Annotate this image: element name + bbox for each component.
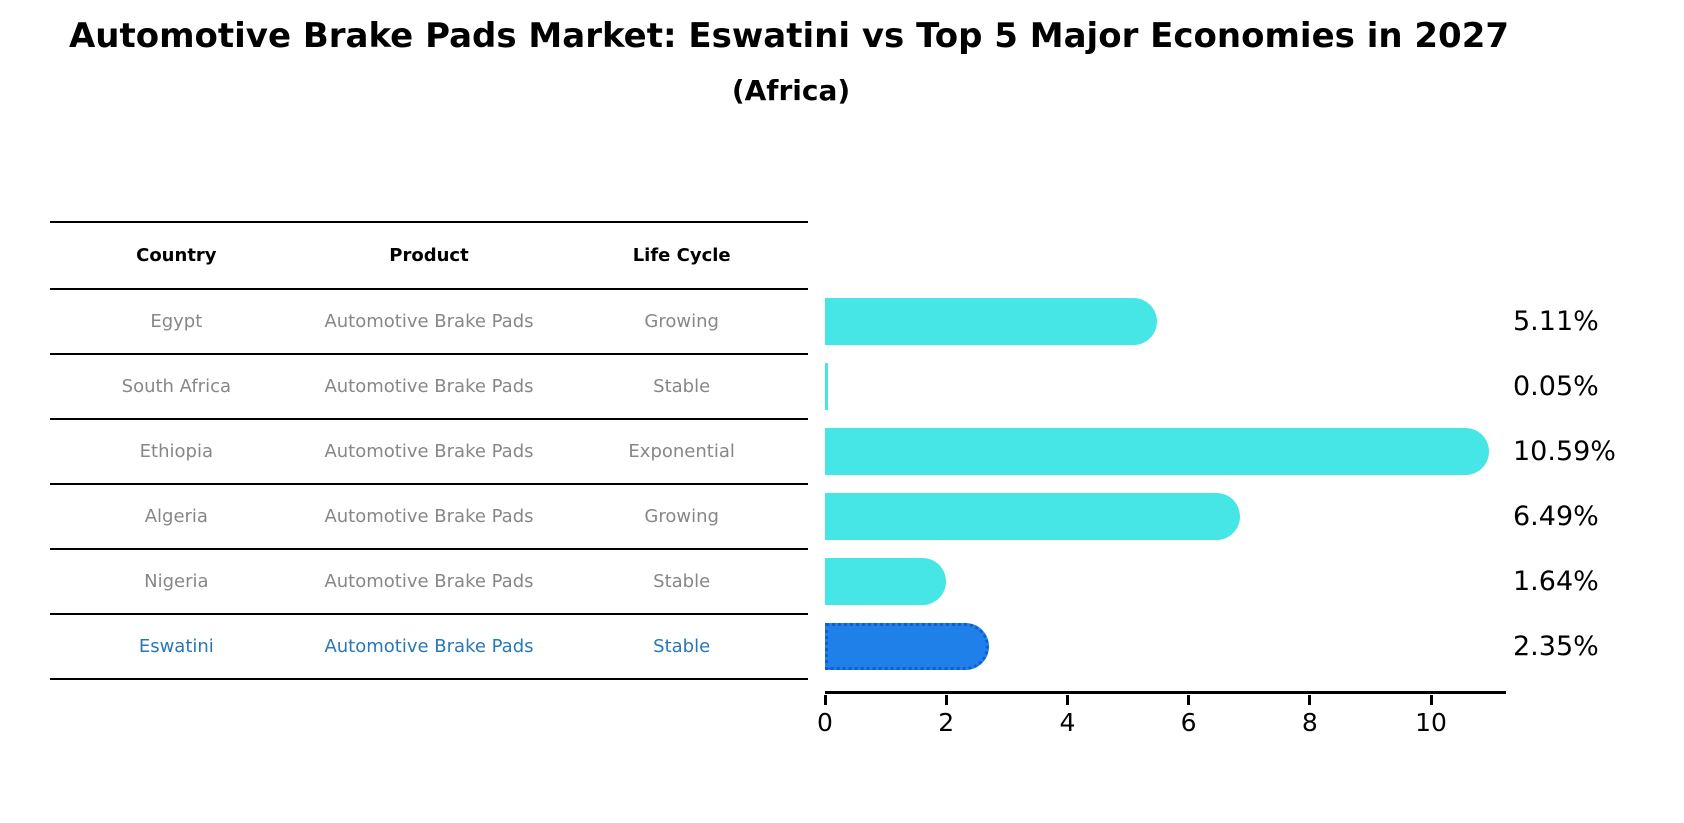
value-label-nigeria: 1.64% — [1513, 566, 1599, 597]
table-cell-country: Nigeria — [144, 571, 209, 592]
table-line — [50, 353, 808, 355]
bar-egypt — [825, 298, 1157, 345]
value-label-egypt: 5.11% — [1513, 306, 1599, 337]
table-cell-life-cycle: Exponential — [628, 441, 735, 462]
value-label-south-africa: 0.05% — [1513, 371, 1599, 402]
table-cell-life-cycle: Stable — [653, 376, 711, 397]
x-axis-tick — [1429, 695, 1433, 705]
table-header-life-cycle: Life Cycle — [632, 245, 731, 266]
table-cell-life-cycle: Stable — [653, 571, 711, 592]
table-cell-product: Automotive Brake Pads — [324, 571, 534, 592]
x-axis-tick — [1308, 695, 1312, 705]
bar-south-africa — [825, 363, 829, 410]
chart-title: Automotive Brake Pads Market: Eswatini v… — [68, 16, 1510, 56]
table-cell-product: Automotive Brake Pads — [324, 441, 534, 462]
table-cell-country: South Africa — [121, 376, 232, 397]
value-label-algeria: 6.49% — [1513, 501, 1599, 532]
table-cell-life-cycle: Growing — [644, 506, 719, 527]
bar-algeria — [825, 493, 1241, 540]
x-axis-tick — [1187, 695, 1191, 705]
table-line — [50, 221, 808, 223]
table-line — [50, 678, 808, 680]
table-cell-product: Automotive Brake Pads — [324, 311, 534, 332]
x-axis-tick-label: 0 — [817, 708, 833, 737]
table-line — [50, 483, 808, 485]
table-cell-product: Automotive Brake Pads — [324, 506, 534, 527]
bar-ethiopia — [825, 428, 1489, 475]
table-line — [50, 288, 808, 290]
table-cell-country: Eswatini — [138, 636, 214, 657]
x-axis-tick-label: 6 — [1180, 708, 1197, 737]
bar-eswatini — [825, 623, 990, 670]
value-label-eswatini: 2.35% — [1513, 631, 1599, 662]
table-cell-country: Egypt — [150, 311, 203, 332]
value-label-ethiopia: 10.59% — [1513, 436, 1616, 467]
bar-nigeria — [825, 558, 947, 605]
x-axis-tick-label: 2 — [938, 708, 955, 737]
table-cell-life-cycle: Stable — [653, 636, 711, 657]
x-axis-line — [825, 691, 1506, 694]
table-cell-life-cycle: Growing — [644, 311, 719, 332]
table-header-country: Country — [136, 245, 217, 266]
table-cell-product: Automotive Brake Pads — [324, 376, 534, 397]
x-axis-tick — [823, 695, 827, 705]
chart-subtitle: (Africa) — [731, 74, 851, 107]
table-line — [50, 548, 808, 550]
table-cell-country: Ethiopia — [139, 441, 213, 462]
table-line — [50, 613, 808, 615]
x-axis-tick-label: 8 — [1301, 708, 1318, 737]
x-axis-tick — [944, 695, 948, 705]
table-cell-country: Algeria — [144, 506, 208, 527]
x-axis-tick — [1065, 695, 1069, 705]
x-axis-tick-label: 10 — [1415, 708, 1447, 737]
table-header-product: Product — [389, 245, 469, 266]
table-cell-product: Automotive Brake Pads — [324, 636, 534, 657]
x-axis-tick-label: 4 — [1059, 708, 1076, 737]
table-line — [50, 418, 808, 420]
